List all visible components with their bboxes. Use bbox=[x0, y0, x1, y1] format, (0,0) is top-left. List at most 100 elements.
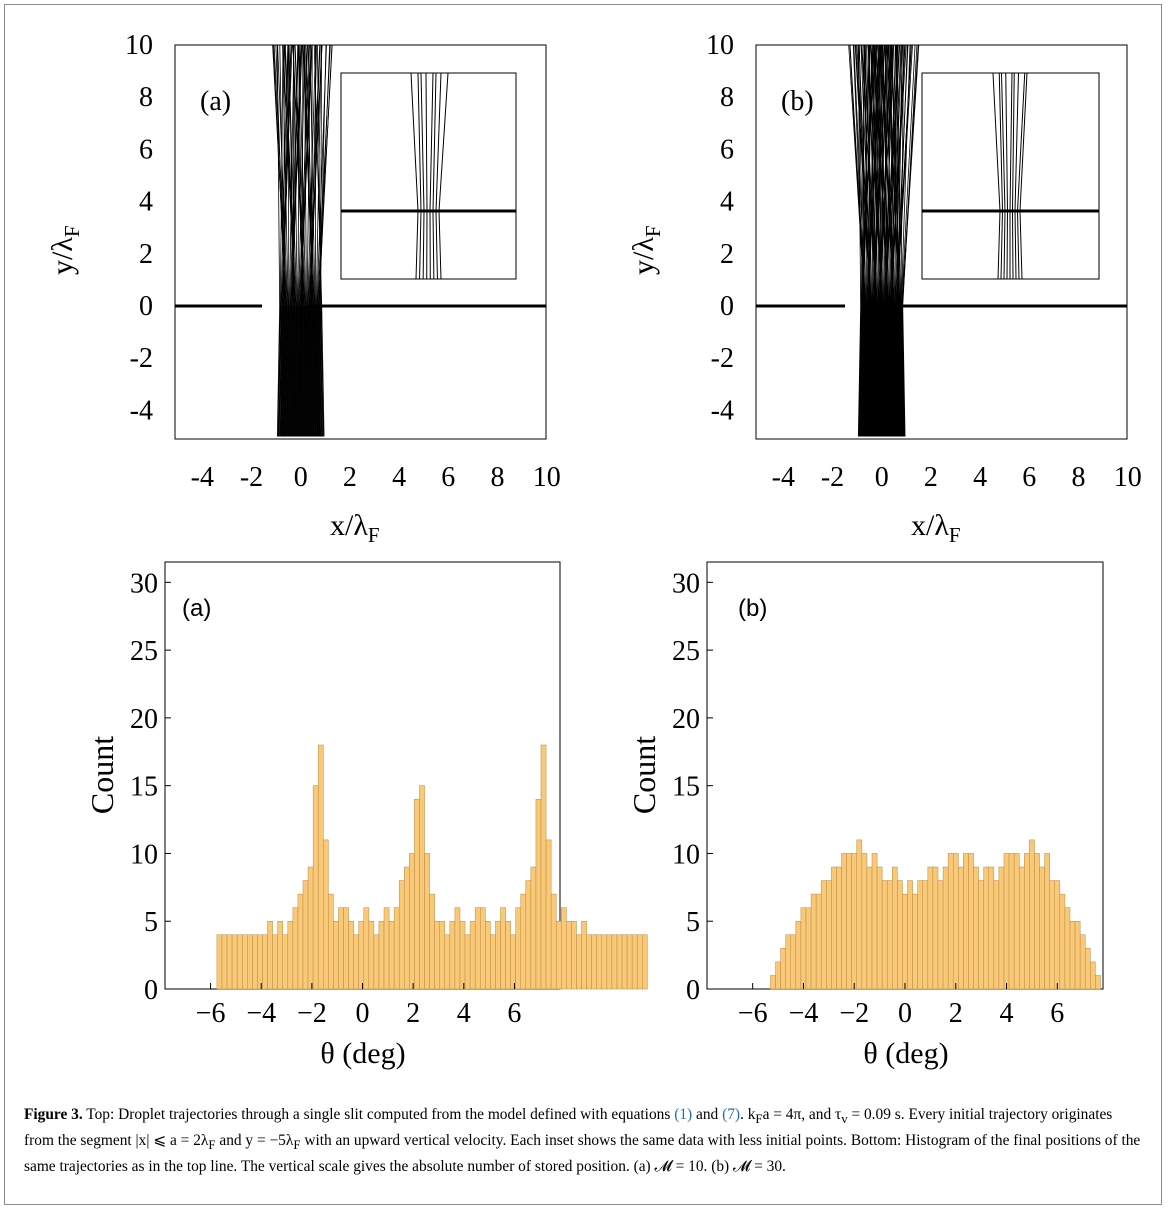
hist-bar bbox=[297, 893, 304, 990]
hist-bar bbox=[876, 866, 883, 990]
hist-bar bbox=[500, 907, 506, 990]
trajectory-lines-b bbox=[848, 45, 920, 437]
trajectory-above-slit bbox=[884, 45, 895, 307]
equation-link-1[interactable]: (1) bbox=[674, 1106, 693, 1123]
trajectory-above-slit bbox=[854, 45, 872, 307]
trajectory-above-slit bbox=[282, 45, 296, 307]
hist-bar bbox=[317, 744, 324, 990]
trajectory-below-slit bbox=[276, 305, 281, 437]
hist-bar bbox=[820, 880, 827, 990]
hist-bar bbox=[373, 934, 380, 990]
hist-bar bbox=[591, 934, 597, 990]
hist-bar bbox=[530, 866, 537, 990]
hist-bar bbox=[993, 880, 1000, 990]
hist-bar bbox=[1090, 961, 1096, 990]
trajectory-lines-a bbox=[272, 45, 333, 437]
x-tick-label: -2 bbox=[821, 462, 844, 493]
hist-bar bbox=[247, 934, 253, 990]
figure-caption: Figure 3. Top: Droplet trajectories thro… bbox=[24, 1104, 1142, 1177]
equation-link-7[interactable]: (7) bbox=[722, 1106, 741, 1123]
inset-trajectory bbox=[1003, 210, 1006, 280]
inset-trajectories-b bbox=[922, 72, 1099, 280]
hist-bar bbox=[216, 934, 223, 990]
y-tick-labels-b: 10 8 6 4 2 0 -2 -4 bbox=[706, 30, 734, 426]
hist-bar bbox=[343, 907, 349, 990]
trajectory-below-slit bbox=[321, 305, 325, 437]
trajectory-below-slit bbox=[278, 305, 282, 437]
trajectory-above-slit bbox=[272, 45, 287, 307]
hist-bar bbox=[363, 907, 370, 990]
hist-bar bbox=[988, 866, 995, 990]
hist-y-tick-label: 15 bbox=[672, 772, 700, 803]
hist-y-tick-label: 10 bbox=[130, 839, 158, 870]
hist-bar bbox=[1013, 853, 1020, 990]
hist-bar bbox=[561, 907, 567, 990]
y-tick-label: 6 bbox=[139, 134, 153, 165]
hist-bar bbox=[856, 839, 863, 990]
hist-bar bbox=[800, 907, 807, 990]
hist-bar bbox=[1084, 948, 1091, 990]
hist-bar bbox=[922, 880, 929, 990]
hist-bar bbox=[606, 934, 613, 990]
trajectory-below-slit bbox=[902, 305, 906, 437]
hist-bar bbox=[937, 880, 944, 990]
trajectory-above-slit bbox=[853, 45, 867, 307]
inset-trajectory bbox=[998, 72, 1003, 212]
hist-bar bbox=[459, 920, 466, 990]
hist-bar bbox=[566, 920, 572, 990]
hist-y-tick-label: 25 bbox=[672, 636, 700, 667]
hist-bar bbox=[292, 907, 299, 990]
hist-bar bbox=[277, 920, 283, 990]
hist-y-axis-label-b: Count bbox=[626, 736, 662, 814]
hist-x-tick-label: −2 bbox=[297, 998, 327, 1029]
y-tick-label: 6 bbox=[720, 134, 734, 165]
trajectory-above-slit bbox=[279, 45, 284, 307]
hist-bar bbox=[581, 920, 587, 990]
hist-bar bbox=[912, 893, 918, 990]
caption-text: Top: Droplet trajectories through a sing… bbox=[82, 1106, 675, 1123]
hist-bar bbox=[631, 934, 638, 990]
trajectory-above-slit bbox=[856, 45, 872, 307]
inset-trajectory bbox=[1014, 210, 1017, 280]
hist-bar bbox=[444, 934, 451, 990]
hist-bar bbox=[505, 920, 511, 990]
hist-bar bbox=[378, 920, 385, 990]
hist-bar bbox=[775, 961, 781, 990]
inset-trajectory bbox=[435, 72, 442, 212]
trajectory-above-slit bbox=[277, 45, 288, 307]
y-tick-label: 8 bbox=[720, 82, 734, 113]
hist-bar bbox=[328, 893, 334, 990]
hist-bar bbox=[611, 934, 618, 990]
trajectory-above-slit bbox=[881, 45, 895, 307]
inset-trajectory bbox=[420, 72, 425, 212]
hist-x-tick-label: −6 bbox=[738, 998, 768, 1029]
hist-bar bbox=[409, 853, 415, 990]
x-tick-label: -4 bbox=[191, 462, 214, 493]
hist-bar bbox=[307, 866, 314, 990]
trajectory-above-slit bbox=[891, 45, 901, 307]
hist-bar bbox=[1018, 866, 1025, 990]
trajectory-above-slit bbox=[282, 45, 289, 307]
inset-trajectory bbox=[422, 210, 425, 280]
trajectory-above-slit bbox=[874, 45, 889, 307]
hist-bar bbox=[368, 920, 375, 990]
y-tick-label: 10 bbox=[706, 30, 734, 61]
hist-y-tick-label: 10 bbox=[672, 839, 700, 870]
x-tick-labels-b: -4 -2 0 2 4 6 8 10 bbox=[772, 462, 1142, 493]
hist-bar bbox=[616, 934, 623, 990]
hist-y-tick-label: 5 bbox=[686, 907, 700, 938]
hist-bar bbox=[1039, 866, 1045, 990]
hist-bar bbox=[621, 934, 628, 990]
hist-y-ticks-a: 0 5 10 15 20 25 30 bbox=[130, 568, 171, 1006]
trajectory-above-slit bbox=[273, 45, 288, 307]
x-tick-label: 10 bbox=[533, 462, 561, 493]
hist-bar bbox=[429, 893, 435, 990]
trajectory-above-slit bbox=[901, 45, 916, 307]
hist-bar bbox=[545, 839, 552, 990]
hist-bars-b bbox=[770, 839, 1101, 990]
caption-text: a = 4π, and τ bbox=[762, 1106, 842, 1123]
trajectory-above-slit bbox=[900, 45, 905, 307]
hist-bar bbox=[404, 866, 410, 990]
hist-bar bbox=[942, 866, 949, 990]
